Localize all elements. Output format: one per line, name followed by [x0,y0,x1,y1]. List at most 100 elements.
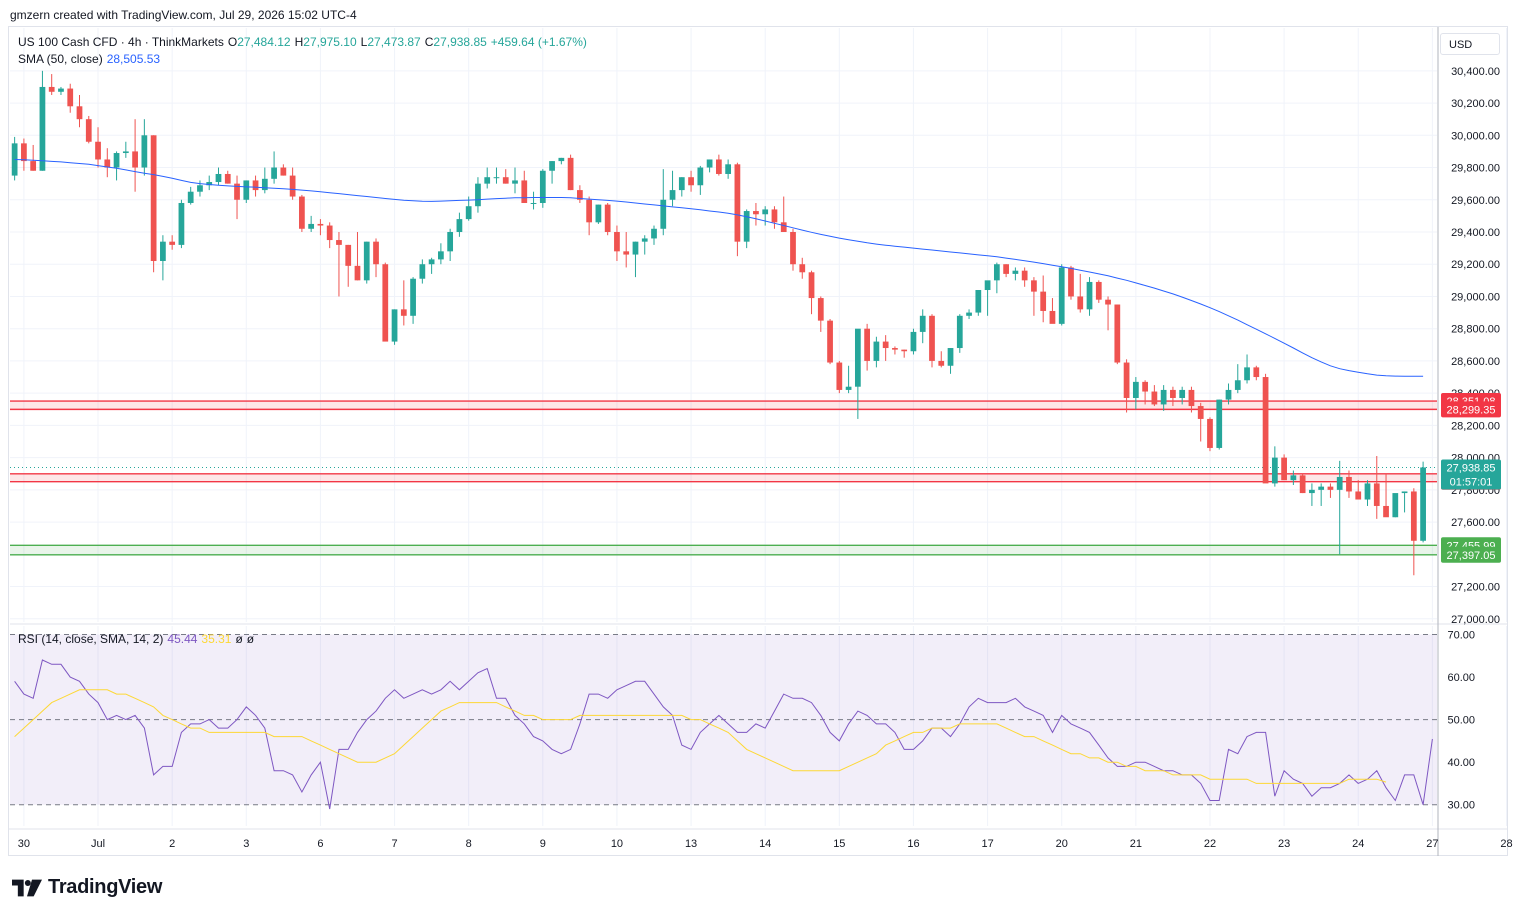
candle-body [947,348,954,366]
candle-body [753,211,759,215]
price-tick-label: 29,400.00 [1451,227,1500,239]
close-value: 27,938.85 [433,35,487,49]
candle-body [604,204,611,232]
time-tick-label: 7 [391,838,397,850]
candle-body [1364,483,1371,500]
candle-body [1253,367,1260,378]
sma-legend[interactable]: SMA (50, close) 28,505.53 [18,52,164,66]
candle-body [697,167,704,186]
candle-body [58,88,64,92]
time-tick-label: 23 [1278,838,1290,850]
candle-body [354,265,361,281]
rsi-tick-label: 60.00 [1447,672,1475,684]
time-tick-label: 8 [466,838,472,850]
candle-body [447,231,454,252]
low-label: L [360,35,368,49]
candle-body [1068,267,1074,297]
tradingview-logo[interactable]: TradingView [12,876,162,899]
candle-body [521,180,528,203]
candle-body [651,228,657,239]
price-tick-label: 27,000.00 [1451,614,1500,626]
candle-body [678,177,685,191]
candle-body [641,238,648,242]
candle-body [1327,486,1334,490]
time-tick-label: 27 [1426,838,1438,850]
candle-body [956,315,963,349]
candle-body [21,143,27,162]
candle-body [1179,389,1186,398]
rsi-tick-label: 40.00 [1447,757,1475,769]
candle-body [280,167,287,176]
price-tick-label: 27,600.00 [1451,517,1500,529]
price-tick-label: 29,800.00 [1451,163,1500,175]
candle-body [975,290,982,313]
candle-body [484,177,491,184]
sma-line [14,159,1424,377]
candle-body [910,331,917,352]
price-tick-label: 28,800.00 [1451,324,1500,336]
candle-body [966,312,972,316]
candle-body [715,159,722,174]
level-zone [10,473,1437,482]
candle-body [373,241,379,265]
level-price-tag [1441,546,1501,563]
candle-body [224,173,231,184]
candle-body [206,182,213,186]
candle-body [419,264,426,279]
candle-body [308,223,315,229]
candle-body [113,153,120,168]
candle-body [1216,399,1223,448]
high-label: H [294,35,304,49]
rsi-legend[interactable]: RSI (14, close, SMA, 14, 2) 45.44 35.31 ø ø [18,632,258,646]
candle-body [1142,381,1148,392]
candle-body [428,259,435,265]
rsi-label: RSI (14, close, SMA, 14, 2) [18,632,164,646]
candle-body [169,241,176,245]
candle-body [67,88,74,107]
candle-body [530,202,537,204]
candle-body [549,161,555,171]
rsi-tick-label: 30.00 [1447,800,1475,812]
tradingview-logo-icon [12,879,42,896]
change-value: +459.64 (+1.67%) [490,35,587,49]
candle-body [1086,281,1093,310]
sma-series-line [14,159,1424,377]
candles [11,70,1426,576]
candle-body [688,177,694,186]
candle-body [1318,486,1325,490]
candle-body [595,204,602,223]
tradingview-logo-text: TradingView [48,876,163,898]
candle-body [475,183,481,207]
candle-body [1336,476,1343,490]
candle-body [780,222,787,232]
candle-body [1021,270,1028,281]
candle-body [493,177,500,179]
candle-body [827,320,833,363]
currency-selector[interactable]: USD [1440,33,1500,55]
last-price-tag [1441,459,1501,490]
candle-body [1077,296,1084,310]
candle-body [1188,389,1195,407]
price-tick-label: 27,200.00 [1451,582,1500,594]
candle-body [410,278,416,316]
candle-body [1271,457,1278,484]
level-zone [10,545,1437,555]
candle-body [1058,267,1065,324]
candle-body [48,86,55,92]
symbol-label[interactable]: US 100 Cash CFD · 4h · ThinkMarkets [18,35,224,49]
candle-body [132,151,138,168]
time-tick-label: 21 [1130,838,1142,850]
time-tick-label: 28 [1500,838,1512,850]
price-tick-label: 30,200.00 [1451,98,1500,110]
candle-body [706,159,713,168]
candle-body [1244,367,1250,381]
candle-body [76,106,83,120]
candle-body [197,185,203,192]
candle-body [391,309,398,342]
price-tick-label: 30,000.00 [1451,130,1500,142]
candle-body [558,157,565,162]
candle-body [1132,381,1139,398]
time-axis: 30Jul2367891013141516172021222324272829 [18,838,1513,850]
candle-body [854,328,861,387]
